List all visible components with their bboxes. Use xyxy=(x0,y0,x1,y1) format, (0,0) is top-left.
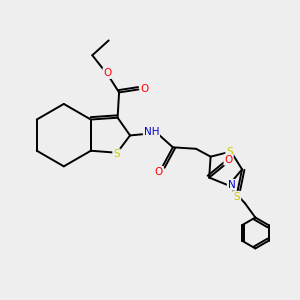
Text: O: O xyxy=(103,68,112,78)
Text: S: S xyxy=(226,147,233,157)
Text: NH: NH xyxy=(144,127,159,136)
Text: S: S xyxy=(113,149,120,159)
Text: O: O xyxy=(141,85,149,94)
Text: O: O xyxy=(155,167,163,177)
Text: O: O xyxy=(224,155,232,165)
Text: S: S xyxy=(234,192,240,202)
Text: N: N xyxy=(228,180,236,190)
